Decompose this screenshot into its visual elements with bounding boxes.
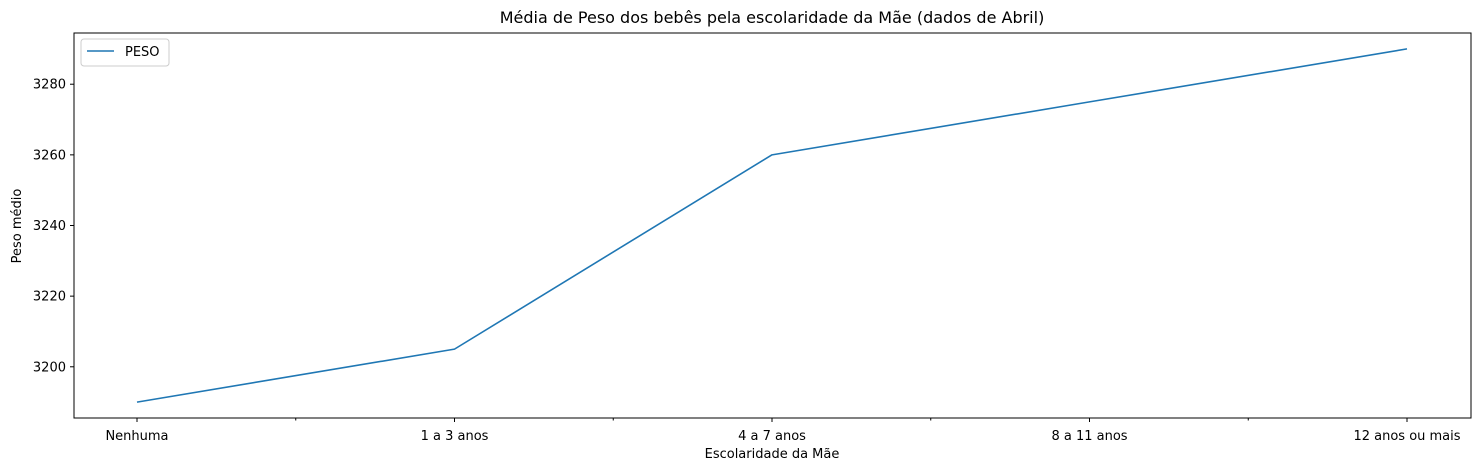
x-tick-label: 1 a 3 anos (421, 429, 489, 444)
legend-box (80, 38, 170, 67)
y-tick-label: 3220 (33, 290, 66, 305)
y-tick-label: 3200 (33, 360, 66, 375)
y-tick-label: 3260 (33, 148, 66, 163)
y-axis: 3200 3220 3240 3260 3280 (33, 78, 74, 375)
x-tick-label: 8 a 11 anos (1051, 429, 1127, 444)
chart-title: Média de Peso dos bebês pela escolaridad… (500, 8, 1045, 27)
x-tick-label: 12 anos ou mais (1353, 429, 1460, 444)
y-tick-label: 3240 (33, 219, 66, 234)
plot-frame (73, 32, 1472, 419)
x-axis: Nenhuma 1 a 3 anos 4 a 7 anos 8 a 11 anos 12… (105, 418, 1461, 444)
legend-label: PESO (125, 45, 160, 60)
x-tick-label: Nenhuma (105, 429, 168, 444)
x-axis-label: Escolaridade da Mãe (705, 447, 840, 462)
series-line-peso (136, 48, 1408, 403)
y-axis-label: Peso médio (10, 189, 25, 264)
plot-area (73, 32, 1472, 419)
legend: PESO (80, 38, 170, 67)
series-layer (136, 48, 1408, 403)
x-tick-label: 4 a 7 anos (738, 429, 806, 444)
y-tick-label: 3280 (33, 78, 66, 93)
